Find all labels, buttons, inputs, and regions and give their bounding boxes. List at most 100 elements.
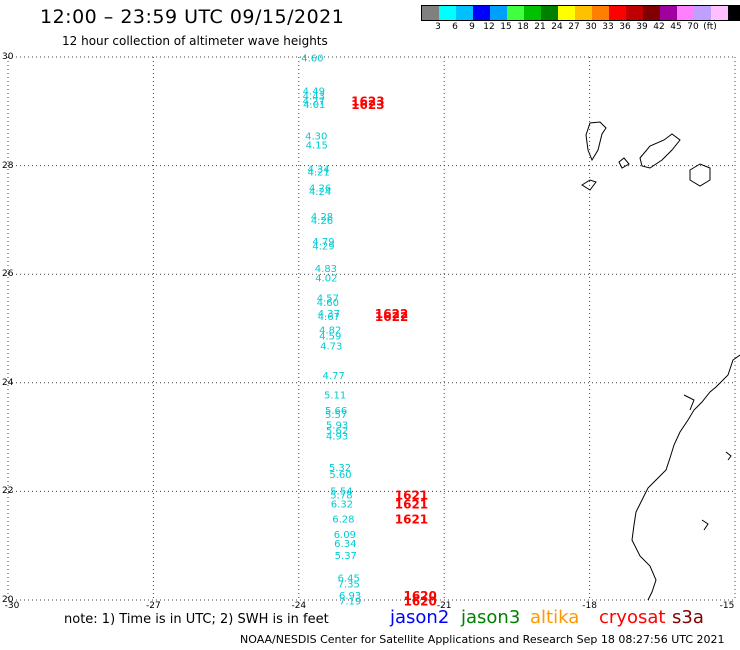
swh-value: 5.93: [326, 421, 348, 432]
swh-value: 6.28: [332, 515, 354, 526]
latitude-label: 30: [2, 52, 14, 62]
color-swatch: [507, 6, 524, 20]
color-scale-label: 33: [602, 22, 614, 32]
latitude-label: 20: [2, 595, 14, 605]
color-swatch: [660, 6, 677, 20]
swh-value: 5.11: [324, 391, 346, 402]
swh-value: 4.34: [308, 164, 330, 175]
swh-value: 7.35: [338, 580, 360, 591]
swh-value: 6.93: [339, 591, 361, 602]
color-scale-bar: [421, 5, 740, 21]
swh-value: 4.83: [315, 264, 337, 275]
color-scale-label: 6: [452, 22, 458, 32]
legend-jason3: jason3: [461, 607, 521, 628]
island-tenerife: [639, 133, 681, 169]
color-swatch: [575, 6, 592, 20]
swh-value: 4.59: [319, 332, 341, 343]
swh-value: 5.57: [325, 410, 347, 421]
color-scale-label: 12: [483, 22, 495, 32]
swh-value: 4.93: [326, 431, 348, 442]
color-swatch: [558, 6, 575, 20]
pass-time-label: 1621: [395, 489, 428, 503]
swh-value: 5.62: [326, 426, 348, 437]
swh-value: 5.78: [330, 491, 352, 502]
pass-time-label: 1621: [395, 513, 428, 527]
pass-time-label: 1621: [395, 497, 428, 511]
swh-value: 5.60: [329, 470, 351, 481]
color-swatch: [592, 6, 609, 20]
color-swatch: [456, 6, 473, 20]
coast-detail-2: [725, 451, 732, 461]
longitude-label: -21: [436, 601, 452, 611]
swh-value: 4.26: [311, 216, 333, 227]
coast-detail-1: [683, 394, 695, 411]
color-scale-label: 45: [670, 22, 682, 32]
lat-lon-grid: [7, 56, 736, 601]
color-swatch: [626, 6, 643, 20]
subtitle: 12 hour collection of altimeter wave hei…: [62, 34, 328, 48]
swh-value: 4.30: [305, 132, 327, 143]
longitude-label: -24: [291, 601, 307, 611]
swh-value: 4.21: [308, 168, 330, 179]
latitude-label: 28: [2, 160, 14, 171]
color-scale-label: 18: [517, 22, 529, 32]
swh-value: 4.24: [309, 187, 331, 198]
swh-value: 4.82: [319, 326, 341, 337]
swh-value: 4.01: [303, 100, 325, 111]
pass-time-label: 1620: [403, 589, 436, 603]
color-swatch: [490, 6, 507, 20]
longitude-label: -30: [4, 601, 20, 611]
swh-value: 4.49: [303, 87, 325, 98]
pass-time-label: 1622: [375, 307, 408, 321]
swh-value: 4.15: [306, 140, 328, 151]
footer-note: note: 1) Time is in UTC; 2) SWH is in fe…: [64, 612, 329, 627]
latitude-label: 24: [2, 377, 14, 388]
african-coastline: [631, 354, 740, 601]
swh-value: 5.37: [335, 551, 357, 562]
swh-value: 5.66: [325, 406, 347, 417]
swh-value: 4.37: [318, 309, 340, 320]
color-scale-label: 24: [551, 22, 563, 32]
swh-value: 4.73: [320, 341, 342, 352]
color-scale-label: 42: [653, 22, 665, 32]
longitude-label: -15: [719, 601, 735, 611]
color-swatch: [728, 6, 740, 20]
swh-value: 4.79: [312, 237, 334, 248]
swh-value: 4.43: [303, 92, 325, 103]
swh-value: 6.45: [338, 574, 360, 585]
color-swatch: [524, 6, 541, 20]
color-swatch: [473, 6, 490, 20]
color-scale-label: 70: [687, 22, 699, 32]
color-scale-label: 3: [435, 22, 441, 32]
longitude-label: -27: [146, 601, 161, 611]
color-swatch: [643, 6, 660, 20]
color-swatch: [694, 6, 711, 20]
latitude-label: 26: [2, 269, 14, 280]
swh-value: 4.57: [317, 294, 339, 305]
color-swatch: [439, 6, 456, 20]
swh-value: 6.09: [334, 530, 356, 541]
legend-jason2: jason2: [390, 607, 450, 628]
longitude-label: -18: [582, 601, 597, 611]
color-swatch: [422, 6, 439, 20]
swh-value: 6.34: [334, 539, 356, 550]
color-scale-label: 15: [500, 22, 512, 32]
credit-line: NOAA/NESDIS Center for Satellite Applica…: [240, 633, 725, 646]
swh-value: 4.60: [317, 298, 339, 309]
coast-detail-3: [701, 519, 709, 531]
color-scale-label: 21: [534, 22, 546, 32]
color-scale-label: 30: [585, 22, 597, 32]
swh-value: 7.19: [339, 597, 361, 608]
pass-time-label: 1623: [351, 94, 384, 108]
swh-value: 6.32: [331, 499, 353, 510]
swh-value: 4.60: [301, 54, 323, 65]
title: 12:00 – 23:59 UTC 09/15/2021: [40, 6, 345, 28]
color-swatch: [541, 6, 558, 20]
swh-value: 4.29: [312, 241, 334, 252]
pass-time-label: 1622: [375, 310, 408, 324]
swh-value: 4.27: [303, 96, 325, 107]
color-scale-label: 36: [619, 22, 631, 32]
swh-value: 4.67: [318, 312, 340, 323]
color-scale-label: 9: [469, 22, 475, 32]
